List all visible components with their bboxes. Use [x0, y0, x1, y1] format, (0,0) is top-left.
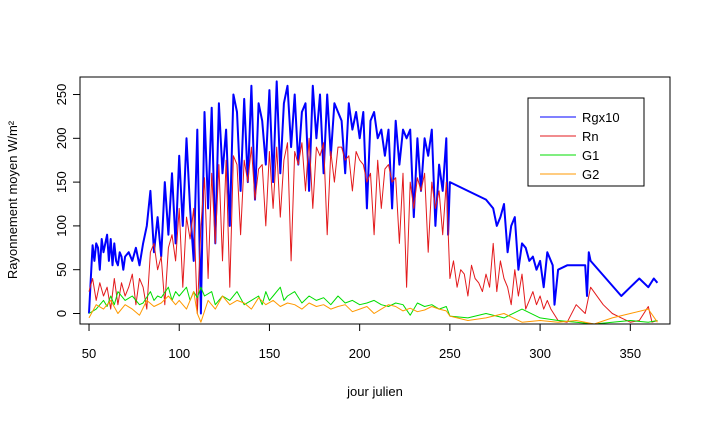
y-axis-label: Rayonnement moyen W/m² [5, 120, 20, 279]
series-line-2 [88, 286, 658, 325]
x-tick-label: 100 [168, 346, 190, 361]
x-tick-label: 150 [259, 346, 281, 361]
y-axis: 0 50 100 150 200 250 [54, 84, 81, 317]
series-line-3 [88, 291, 658, 325]
y-tick-label: 50 [54, 262, 69, 276]
legend-label-2: G1 [582, 148, 599, 163]
series-line-0 [88, 80, 659, 315]
series-line-1 [88, 137, 658, 323]
x-tick-label: 300 [529, 346, 551, 361]
y-tick-label: 200 [54, 127, 69, 149]
series-layer [88, 80, 659, 325]
x-tick-label: 250 [439, 346, 461, 361]
x-tick-label: 350 [619, 346, 641, 361]
y-tick-label: 100 [54, 215, 69, 237]
legend-label-0: Rgx10 [582, 110, 620, 125]
y-tick-label: 150 [54, 171, 69, 193]
y-tick-label: 0 [54, 310, 69, 317]
x-axis: 50 100 150 200 250 300 350 [82, 323, 641, 361]
legend: Rgx10 Rn G1 G2 [527, 97, 645, 187]
x-axis-label: jour julien [346, 384, 403, 399]
legend-label-3: G2 [582, 167, 599, 182]
y-tick-label: 250 [54, 84, 69, 106]
x-tick-label: 50 [82, 346, 96, 361]
x-tick-label: 200 [349, 346, 371, 361]
legend-box [527, 97, 645, 187]
legend-label-1: Rn [582, 129, 599, 144]
